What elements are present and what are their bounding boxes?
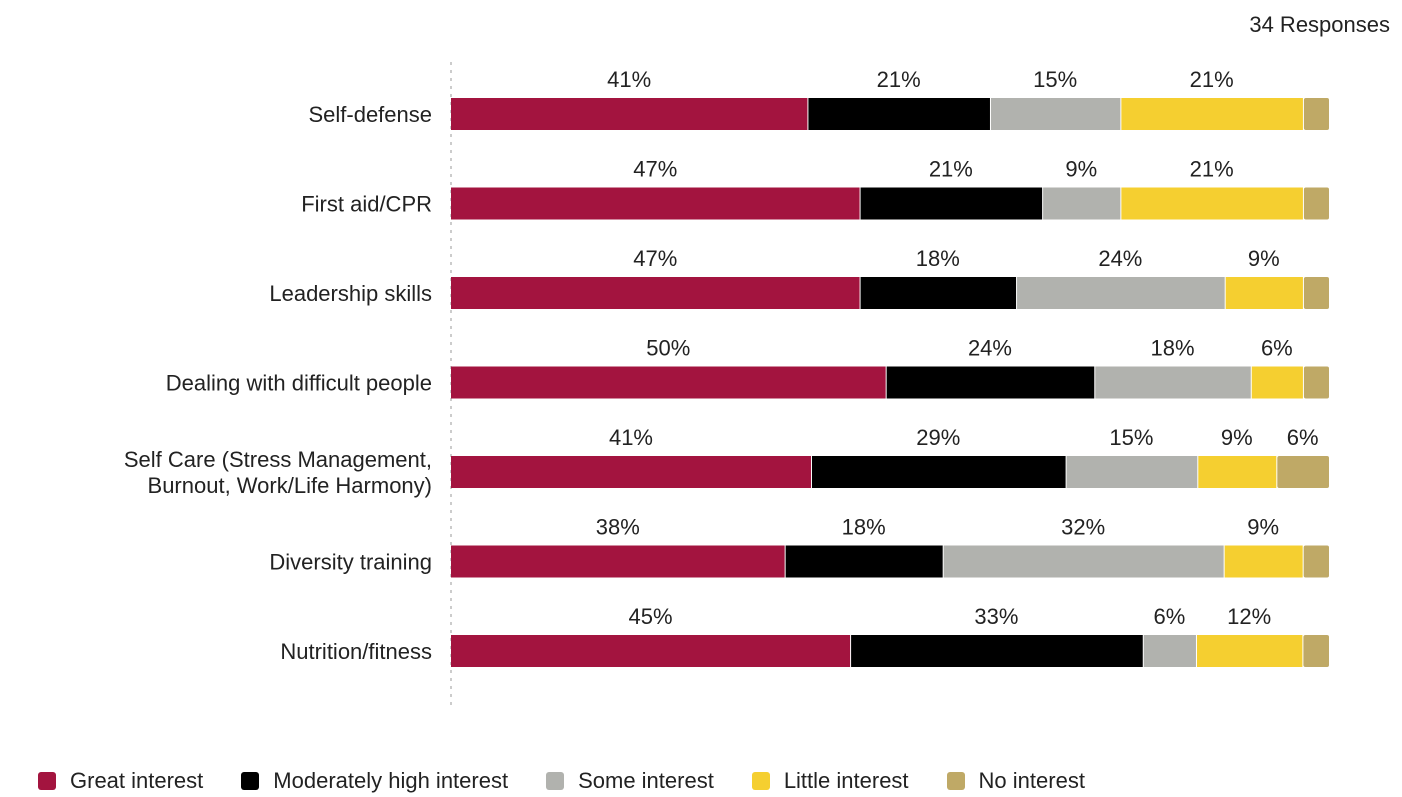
bar-segment (1303, 277, 1329, 309)
bar-segment (1277, 456, 1329, 488)
bar-segment (451, 187, 860, 220)
legend-item: Great interest (38, 768, 203, 794)
data-label: 21% (877, 67, 921, 92)
data-label: 41% (609, 425, 653, 450)
data-label: 15% (1109, 425, 1153, 450)
bar-segment (860, 277, 1017, 309)
data-label: 47% (633, 246, 677, 271)
category-label: First aid/CPR (301, 192, 432, 217)
responses-count: 34 Responses (1249, 12, 1390, 37)
data-label: 24% (968, 336, 1012, 361)
category-label: Diversity training (269, 550, 432, 575)
bar-segment (1303, 187, 1329, 220)
data-label: 41% (607, 67, 651, 92)
data-label: 21% (929, 157, 973, 182)
bar-segment (1224, 545, 1303, 578)
data-label: 15% (1033, 67, 1077, 92)
legend-swatch (546, 772, 565, 790)
bar-segment (1121, 98, 1303, 130)
data-label: 47% (633, 157, 677, 182)
legend-swatch (38, 772, 56, 790)
bar-segment (785, 545, 943, 578)
bar-segment (1303, 545, 1329, 578)
data-label: 18% (1151, 336, 1195, 361)
legend-label: Some interest (578, 768, 714, 793)
bar-segment (451, 366, 886, 399)
bar-segment (808, 98, 990, 130)
bar-segment (1198, 456, 1277, 488)
category-label: Leadership skills (269, 281, 432, 306)
data-label: 18% (842, 515, 886, 540)
bar-segment (1043, 187, 1121, 220)
bar-segment (1225, 277, 1303, 309)
data-label: 21% (1190, 157, 1234, 182)
legend-item: Moderately high interest (241, 768, 508, 794)
data-label: 6% (1287, 425, 1319, 450)
legend-label: No interest (978, 768, 1085, 793)
bar-segment (811, 456, 1066, 488)
bar-segment (1121, 187, 1303, 220)
bar-segment (451, 456, 811, 488)
bar-segment (1095, 366, 1251, 399)
data-label: 32% (1061, 515, 1105, 540)
category-label: Self-defense (308, 102, 432, 127)
data-label: 6% (1153, 604, 1185, 629)
bar-segment (886, 366, 1095, 399)
data-label: 21% (1190, 67, 1234, 92)
bar-segment (451, 635, 851, 667)
bar-segment (1251, 366, 1303, 399)
category-label: Self Care (Stress Management, Burnout, Wo… (124, 447, 432, 498)
bar-segment (860, 187, 1043, 220)
legend-label: Moderately high interest (273, 768, 509, 793)
bar-segment (451, 98, 808, 130)
legend-item: No interest (946, 768, 1085, 794)
category-label: Nutrition/fitness (280, 639, 432, 664)
bar-segment (1196, 635, 1303, 667)
data-label: 9% (1221, 425, 1253, 450)
legend-swatch (946, 772, 965, 790)
bar-segment (1143, 635, 1196, 667)
data-label: 9% (1065, 157, 1097, 182)
legend-item: Some interest (546, 768, 714, 794)
data-label: 12% (1227, 604, 1271, 629)
legend-swatch (241, 772, 260, 790)
data-label: 6% (1261, 336, 1293, 361)
bar-segment (1066, 456, 1198, 488)
data-label: 33% (974, 604, 1018, 629)
data-label: 9% (1248, 246, 1280, 271)
bar-segment (851, 635, 1143, 667)
data-label: 24% (1098, 246, 1142, 271)
bar-segment (451, 545, 785, 578)
bar-segment (1303, 366, 1329, 399)
bar-segment (451, 277, 860, 309)
data-label: 50% (646, 336, 690, 361)
data-label: 29% (916, 425, 960, 450)
legend-item: Little interest (751, 768, 909, 794)
bar-segment (943, 545, 1224, 578)
category-label: Dealing with difficult people (166, 371, 432, 396)
bar-segment (990, 98, 1121, 130)
legend-label: Little interest (783, 768, 909, 793)
legend-label: Great interest (70, 768, 204, 793)
bar-segment (1017, 277, 1225, 309)
data-label: 9% (1247, 515, 1279, 540)
legend: Great interest Moderately high interest So… (38, 766, 1123, 796)
data-label: 38% (596, 515, 640, 540)
bar-segment (1303, 98, 1329, 130)
data-label: 18% (916, 246, 960, 271)
data-label: 45% (629, 604, 673, 629)
bar-segment (1303, 635, 1329, 667)
legend-swatch (751, 772, 770, 790)
